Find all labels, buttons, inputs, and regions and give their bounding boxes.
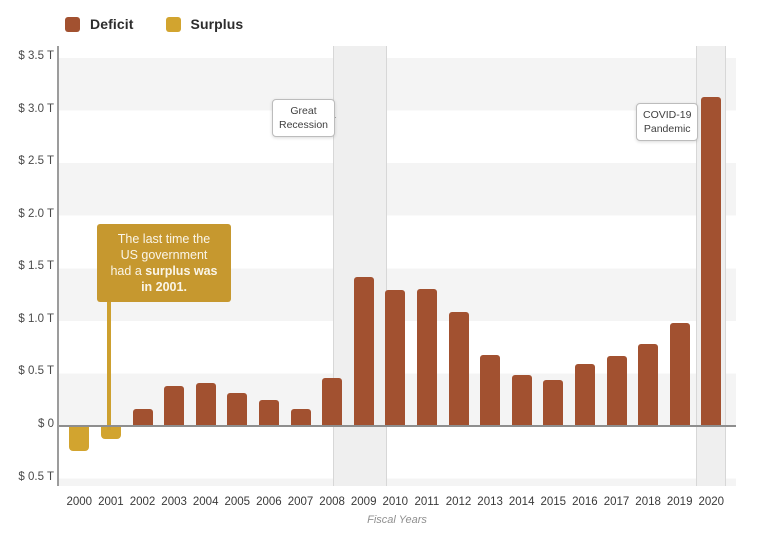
x-tick-label-2020: 2020	[698, 496, 725, 508]
annotation-great-recession: Great Recession	[272, 99, 336, 137]
zero-axis-line	[58, 425, 736, 427]
legend-label-deficit: Deficit	[90, 16, 134, 32]
bar-2002[interactable]	[132, 409, 153, 426]
legend-item-deficit[interactable]: Deficit	[65, 16, 134, 32]
legend-label-surplus: Surplus	[190, 16, 244, 32]
bar-2013[interactable]	[480, 354, 501, 426]
x-tick-label-2003: 2003	[161, 496, 187, 508]
y-axis-line	[57, 46, 59, 486]
x-tick-label-2008: 2008	[319, 496, 345, 508]
bar-2010[interactable]	[385, 289, 406, 426]
y-tick-label: $ 3.5 T	[18, 50, 54, 62]
y-tick-label: $ 2.0 T	[18, 207, 54, 220]
x-tick-label-2002: 2002	[129, 496, 156, 508]
bar-2012[interactable]	[448, 311, 469, 426]
x-tick-label-2018: 2018	[635, 496, 661, 508]
bar-2017[interactable]	[606, 356, 627, 426]
bar-2015[interactable]	[543, 379, 564, 426]
x-tick-label-2001: 2001	[98, 496, 124, 508]
bar-2018[interactable]	[638, 344, 659, 426]
bar-2020[interactable]	[701, 96, 722, 426]
annotation-text: Recession	[279, 118, 329, 131]
bar-2019[interactable]	[669, 322, 690, 426]
x-tick-label-2006: 2006	[256, 496, 282, 508]
callout-surplus-2001: The last time the US government had a surp…	[97, 224, 231, 302]
callout-connector-line	[107, 300, 111, 430]
annotation-covid-pandemic: COVID-19 Pandemic	[636, 103, 699, 141]
bar-2004[interactable]	[195, 382, 216, 426]
y-tick-label: $ 1.5 T	[18, 260, 54, 273]
bar-2003[interactable]	[164, 386, 185, 426]
bar-2014[interactable]	[511, 375, 532, 426]
x-tick-label-2005: 2005	[224, 496, 251, 508]
y-tick-label: $ 1.0 T	[18, 312, 54, 325]
x-tick-label-2000: 2000	[66, 496, 93, 508]
x-tick-label-2015: 2015	[540, 496, 567, 508]
bar-2009[interactable]	[353, 277, 374, 426]
x-tick-label-2010: 2010	[382, 496, 409, 508]
x-tick-label-2014: 2014	[508, 496, 535, 508]
legend: Deficit Surplus	[65, 16, 243, 32]
x-tick-label-2012: 2012	[445, 496, 472, 508]
y-tick-label: $ 3.0 T	[18, 102, 54, 115]
x-tick-label-2016: 2016	[572, 496, 598, 508]
bar-2001[interactable]	[100, 426, 121, 440]
surplus-swatch-icon	[165, 16, 181, 32]
deficit-swatch-icon	[65, 16, 80, 32]
annotation-text: Pandemic	[643, 122, 691, 135]
x-tick-label-2019: 2019	[666, 496, 693, 508]
bar-2011[interactable]	[416, 289, 437, 426]
x-tick-label-2013: 2013	[477, 496, 503, 508]
x-tick-label-2011: 2011	[414, 496, 440, 508]
legend-item-surplus[interactable]: Surplus	[165, 16, 244, 32]
y-tick-label: $ 0	[38, 418, 54, 430]
bar-2007[interactable]	[290, 409, 311, 426]
x-tick-label-2004: 2004	[192, 496, 219, 508]
bar-2000[interactable]	[69, 426, 90, 451]
bar-2005[interactable]	[227, 392, 248, 426]
annotation-text: Great	[290, 105, 317, 117]
annotation-text: COVID-19	[643, 109, 692, 121]
x-tick-label-2009: 2009	[350, 496, 377, 508]
x-tick-label-2017: 2017	[603, 496, 630, 508]
bar-2006[interactable]	[258, 399, 279, 426]
x-axis-title: Fiscal Years	[367, 514, 427, 526]
x-tick-label-2007: 2007	[287, 496, 314, 508]
y-tick-label: $ 0.5 T	[18, 470, 54, 483]
bar-2008[interactable]	[322, 377, 343, 426]
y-tick-label: $ 0.5 T	[18, 365, 54, 378]
y-tick-label: $ 2.5 T	[18, 155, 54, 168]
bar-2016[interactable]	[574, 364, 595, 426]
